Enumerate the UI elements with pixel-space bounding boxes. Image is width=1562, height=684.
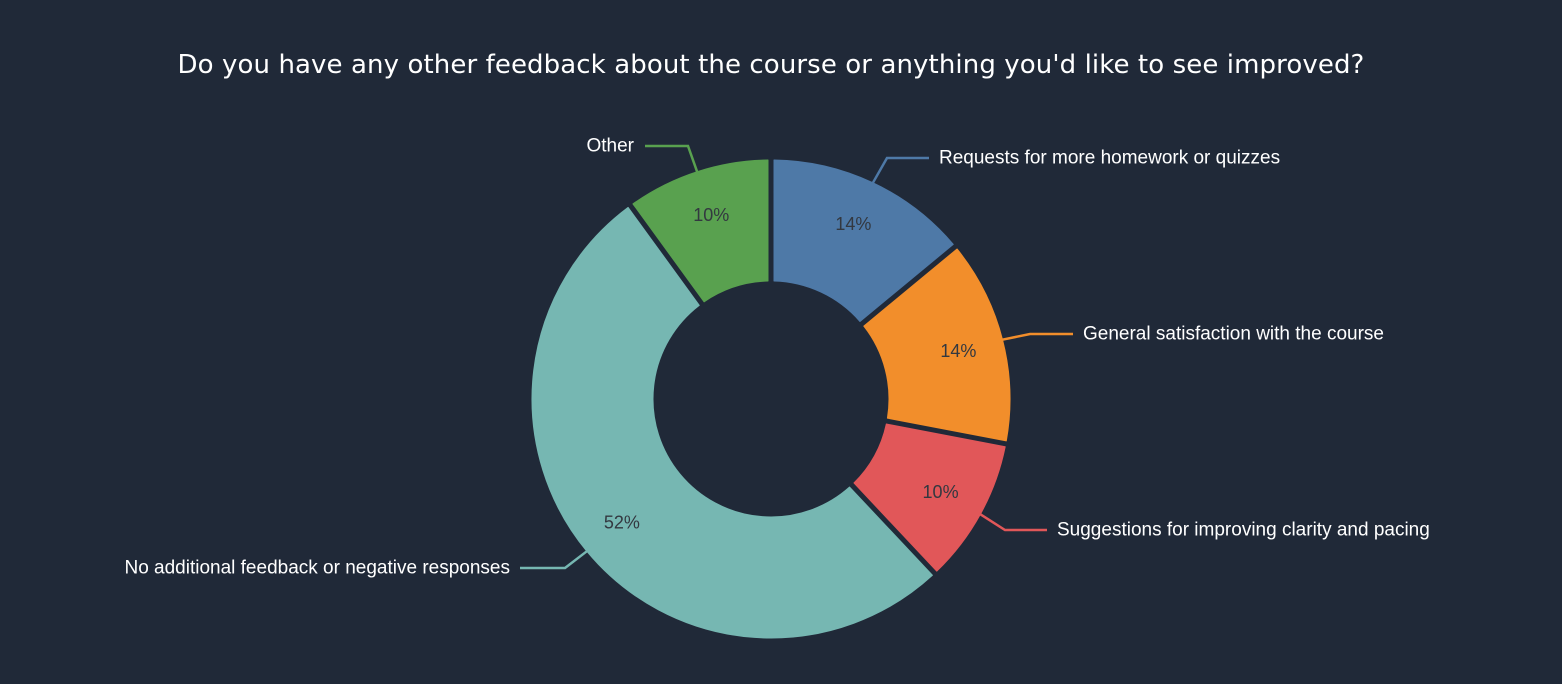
slice-category-label: Suggestions for improving clarity and pa…	[1057, 520, 1430, 541]
donut-slice[interactable]	[863, 248, 1011, 442]
slices-group	[531, 159, 1011, 639]
donut-slice[interactable]	[531, 206, 933, 639]
slice-percentage-label: 52%	[604, 512, 640, 532]
leader-line	[520, 549, 590, 570]
leader-line	[1000, 332, 1073, 342]
slice-category-label: Requests for more homework or quizzes	[939, 148, 1280, 169]
slice-percentage-label: 10%	[923, 482, 959, 502]
leader-line	[645, 144, 699, 175]
chart-title: Do you have any other feedback about the…	[177, 50, 1365, 80]
slice-category-label: Other	[586, 136, 634, 157]
category-labels-group: Requests for more homework or quizzes Gen…	[124, 136, 1429, 579]
slice-percentage-label: 10%	[693, 205, 729, 225]
leader-line	[978, 512, 1047, 532]
donut-slice[interactable]	[632, 159, 769, 303]
leader-line	[870, 156, 929, 186]
leader-lines-group	[520, 144, 1073, 570]
donut-slice[interactable]	[773, 159, 954, 322]
slice-percentage-label: 14%	[835, 214, 871, 234]
slice-category-label: General satisfaction with the course	[1083, 324, 1384, 345]
slice-category-label: No additional feedback or negative respo…	[124, 558, 510, 579]
slice-percentage-label: 14%	[940, 341, 976, 361]
percentage-labels-group: 14% 14% 10% 52% 10%	[604, 205, 977, 532]
donut-slice[interactable]	[853, 423, 1006, 572]
